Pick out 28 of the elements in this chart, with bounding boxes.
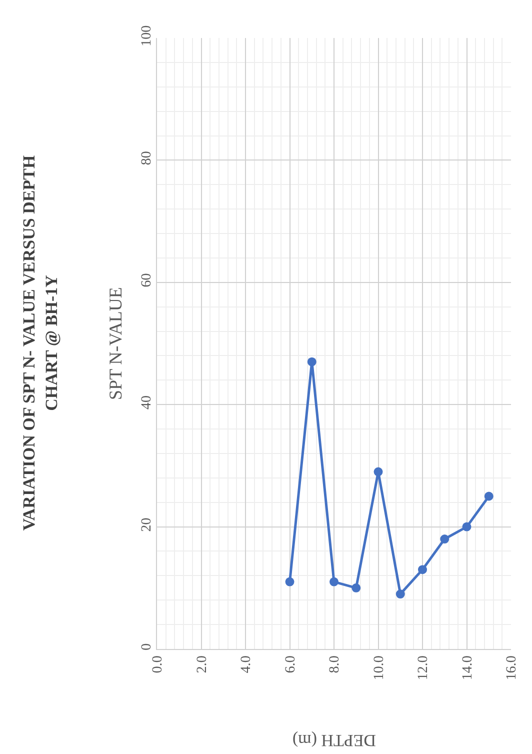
point [418,565,427,574]
point [285,577,294,586]
point [396,590,405,599]
x-axis-title: DEPTH (m) [292,730,376,750]
point [330,577,338,586]
x-tick-label: 10.0 [372,656,387,680]
x-tick-label: 0.0 [150,656,166,674]
text: VARIATION OF SPT N- VALUE VERSUS DEPTH CHART @ BH-1Y [20,155,61,531]
y-tick-label: 80 [139,151,154,166]
y-tick-label: 0 [139,643,154,650]
point [352,583,361,592]
point [307,357,316,366]
point [440,534,450,544]
x-tick-label: 6.0 [283,656,298,674]
x-tick-label: 16.0 [504,656,520,680]
y-tick-label: 100 [139,25,154,46]
x-tick-label: 12.0 [416,656,432,680]
x-tick-label: 14.0 [460,656,476,680]
y-tick-label: 20 [139,518,154,532]
point [462,522,472,532]
point [484,492,494,501]
y-tick-label: 40 [139,396,154,410]
point [374,467,383,476]
y-tick-label: 60 [139,273,154,288]
x-tick-label: 4.0 [239,656,254,674]
y-axis-title: SPT N-VALUE [106,287,126,400]
x-tick-label: 2.0 [194,656,210,674]
x-tick-label: 8.0 [328,656,343,674]
